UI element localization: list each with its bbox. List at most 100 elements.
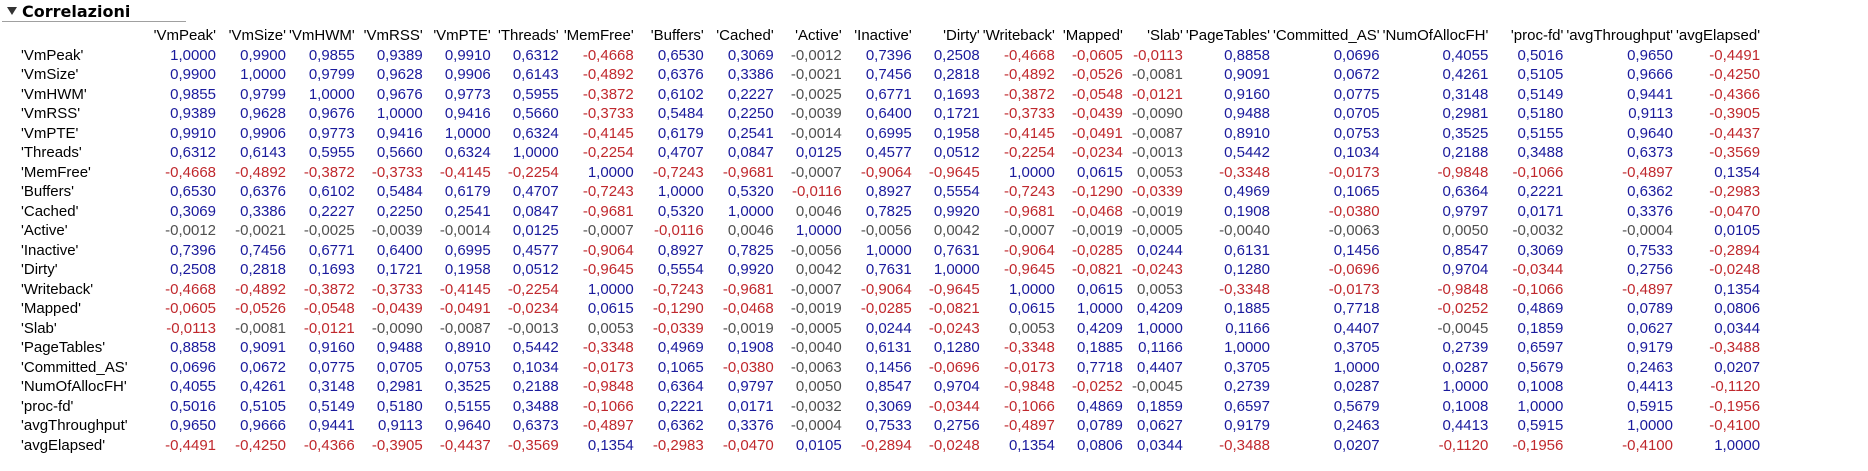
table-cell: -0,0605 <box>165 300 216 317</box>
table-cell: 0,2756 <box>1627 261 1673 278</box>
column-header: 'VmPTE' <box>433 27 491 44</box>
table-cell: 0,1008 <box>1442 397 1489 415</box>
table-cell: -0,0007 <box>582 222 634 239</box>
table-cell: 0,0207 <box>1714 358 1761 376</box>
table-cell: 0,9799 <box>308 66 355 83</box>
table-cell: -0,0014 <box>790 124 842 142</box>
table-cell: 0,1354 <box>1714 163 1761 181</box>
table-cell: -0,2894 <box>1709 241 1761 259</box>
table-cell: -0,4145 <box>582 124 634 142</box>
row-label: 'avgElapsed' <box>21 436 106 454</box>
table-cell: 0,6324 <box>444 144 491 161</box>
table-cell: 0,7631 <box>933 241 980 259</box>
table-cell: 0,9855 <box>308 46 355 64</box>
table-cell: 0,5442 <box>512 339 559 356</box>
table-cell: 0,5155 <box>1517 124 1564 142</box>
table-cell: 0,7718 <box>1333 300 1380 317</box>
table-cell: -0,0344 <box>928 397 980 415</box>
table-row: 'Active' -0,0012 -0,0021 -0,0025 -0,0039 -0,0… <box>0 221 1763 241</box>
table-cell: -0,0821 <box>1071 261 1123 278</box>
table-cell: 1,0000 <box>170 46 216 64</box>
table-cell: -0,0012 <box>790 46 842 64</box>
table-cell: 0,2221 <box>657 397 704 415</box>
table-cell: 0,2463 <box>1627 358 1673 376</box>
table-cell: -0,9064 <box>860 163 912 181</box>
table-cell: -0,9645 <box>1003 261 1055 278</box>
table-cell: 0,9416 <box>444 105 491 122</box>
table-cell: 0,7456 <box>865 66 912 83</box>
table-cell: -0,7243 <box>652 163 704 181</box>
table-cell: -0,7243 <box>652 280 704 298</box>
table-cell: 0,0615 <box>1076 280 1123 298</box>
table-row: 'VmSize' 0,9900 1,0000 0,9799 0,9628 0,9906 0,… <box>0 65 1763 85</box>
table-cell: 0,6373 <box>512 417 559 434</box>
table-cell: 0,1280 <box>1224 261 1270 278</box>
table-cell: 0,2818 <box>933 66 980 83</box>
table-cell: -0,0004 <box>790 417 842 434</box>
row-label: 'Slab' <box>21 319 57 337</box>
table-cell: -0,9064 <box>582 241 634 259</box>
row-label: 'Threads' <box>21 144 82 161</box>
column-header: 'Inactive' <box>854 27 912 44</box>
table-cell: -0,0380 <box>1328 202 1380 220</box>
table-cell: 0,2463 <box>1333 417 1380 434</box>
table-cell: -0,0116 <box>791 183 842 200</box>
table-cell: 0,4413 <box>1627 378 1673 395</box>
table-cell: 0,1065 <box>657 358 704 376</box>
table-cell: 0,2508 <box>170 261 216 278</box>
table-cell: 0,4407 <box>1136 358 1183 376</box>
table-cell: -0,0007 <box>1003 222 1055 239</box>
table-cell: 0,6362 <box>657 417 704 434</box>
table-cell: -0,0439 <box>1071 105 1123 122</box>
table-cell: -0,3569 <box>507 436 559 454</box>
table-cell: -0,0007 <box>790 280 842 298</box>
table-cell: -0,0234 <box>507 300 559 317</box>
table-cell: -0,9645 <box>928 163 980 181</box>
table-cell: 0,4413 <box>1442 417 1489 434</box>
table-cell: -0,9681 <box>722 163 774 181</box>
table-cell: 0,0042 <box>933 222 980 239</box>
table-cell: 1,0000 <box>444 124 491 142</box>
row-label: 'avgThroughput' <box>21 417 128 434</box>
table-cell: -0,0039 <box>790 105 842 122</box>
table-cell: 0,5484 <box>657 105 704 122</box>
table-cell: 0,6179 <box>657 124 704 142</box>
table-cell: -0,4668 <box>1003 46 1055 64</box>
table-cell: 0,0125 <box>512 222 559 239</box>
table-cell: 0,2508 <box>933 46 980 64</box>
table-cell: 0,0244 <box>1136 241 1183 259</box>
table-cell: -0,3348 <box>1219 280 1270 298</box>
row-label: 'NumOfAllocFH' <box>21 378 127 395</box>
table-cell: 0,2739 <box>1224 378 1270 395</box>
table-cell: 0,3525 <box>1442 124 1489 142</box>
table-cell: -0,0021 <box>790 66 842 83</box>
table-cell: 0,1456 <box>865 358 912 376</box>
table-cell: 0,5016 <box>1517 46 1564 64</box>
table-cell: 0,1885 <box>1224 300 1270 317</box>
table-cell: 0,0046 <box>795 202 842 220</box>
table-cell: -0,4892 <box>1003 66 1055 83</box>
table-cell: -0,4250 <box>235 436 286 454</box>
table-cell: 0,1693 <box>308 261 355 278</box>
table-cell: 0,9179 <box>1627 339 1673 356</box>
table-cell: -0,4491 <box>1709 46 1761 64</box>
table-cell: 0,6131 <box>1224 241 1270 259</box>
table-cell: 0,9900 <box>170 66 216 83</box>
table-cell: -0,0013 <box>1131 144 1183 161</box>
table-cell: 0,0847 <box>727 144 774 161</box>
table-cell: 0,9773 <box>444 85 491 103</box>
table-cell: 0,8547 <box>865 378 912 395</box>
table-cell: 0,4261 <box>240 378 286 395</box>
table-cell: 0,2227 <box>308 202 355 220</box>
table-cell: 0,6143 <box>512 66 559 83</box>
table-cell: -0,2254 <box>1003 144 1055 161</box>
table-cell: -0,0045 <box>1437 319 1489 337</box>
table-cell: -0,0090 <box>371 319 423 337</box>
table-cell: 1,0000 <box>795 222 842 239</box>
panel-header[interactable]: Correlazioni <box>2 1 186 22</box>
column-header-row: 'VmPeak' 'VmSize' 'VmHWM' 'VmRSS' 'VmPTE' 'Th… <box>0 26 1763 46</box>
table-cell: 0,6376 <box>240 183 286 200</box>
disclosure-triangle-icon[interactable] <box>7 7 17 15</box>
table-cell: 0,3705 <box>1224 358 1270 376</box>
table-cell: -0,4668 <box>165 280 216 298</box>
